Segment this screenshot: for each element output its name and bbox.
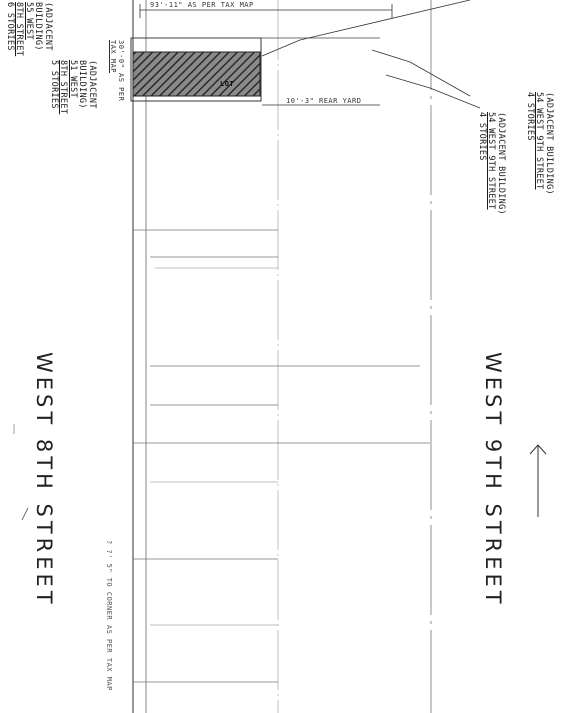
adjacent-building-label-right-b: (ADJACENT BUILDING) 54 WEST 9TH STREET 4… <box>477 112 506 215</box>
adjacent-building-label-right-a: (ADJACENT BUILDING) 54 WEST 9TH STREET 4… <box>525 92 554 195</box>
dimension-rear-yard: 10'-3" REAR YARD <box>286 97 362 105</box>
dimension-tax-map-left: 30'-0" AS PER TAX MAP <box>109 40 125 102</box>
street-label-north: WEST 9TH STREET <box>481 352 505 608</box>
leader-line-b <box>371 49 471 97</box>
leader-line-a <box>261 0 471 57</box>
building-footprint-hatch <box>132 51 261 97</box>
leader-line-c <box>385 74 481 109</box>
street-label-south: WEST 8TH STREET <box>32 352 56 608</box>
direction-arrow-head <box>529 444 547 455</box>
adjacent-building-label-51-west: (ADJACENT BUILDING) 51 WEST 8TH STREET 5… <box>49 60 97 115</box>
adjacent-building-label-55-west: (ADJACENT BUILDING) 55 WEST 8TH STREET 6… <box>5 2 53 57</box>
lot-division-lines <box>133 229 430 683</box>
north-leader <box>21 507 29 521</box>
lot-label: LOT <box>220 80 235 88</box>
dimension-to-corner: ? ?' 5" TO CORNER AS PER TAX MAP <box>105 540 113 691</box>
dimension-tax-map-top: 93'-11" AS PER TAX MAP <box>150 1 254 9</box>
